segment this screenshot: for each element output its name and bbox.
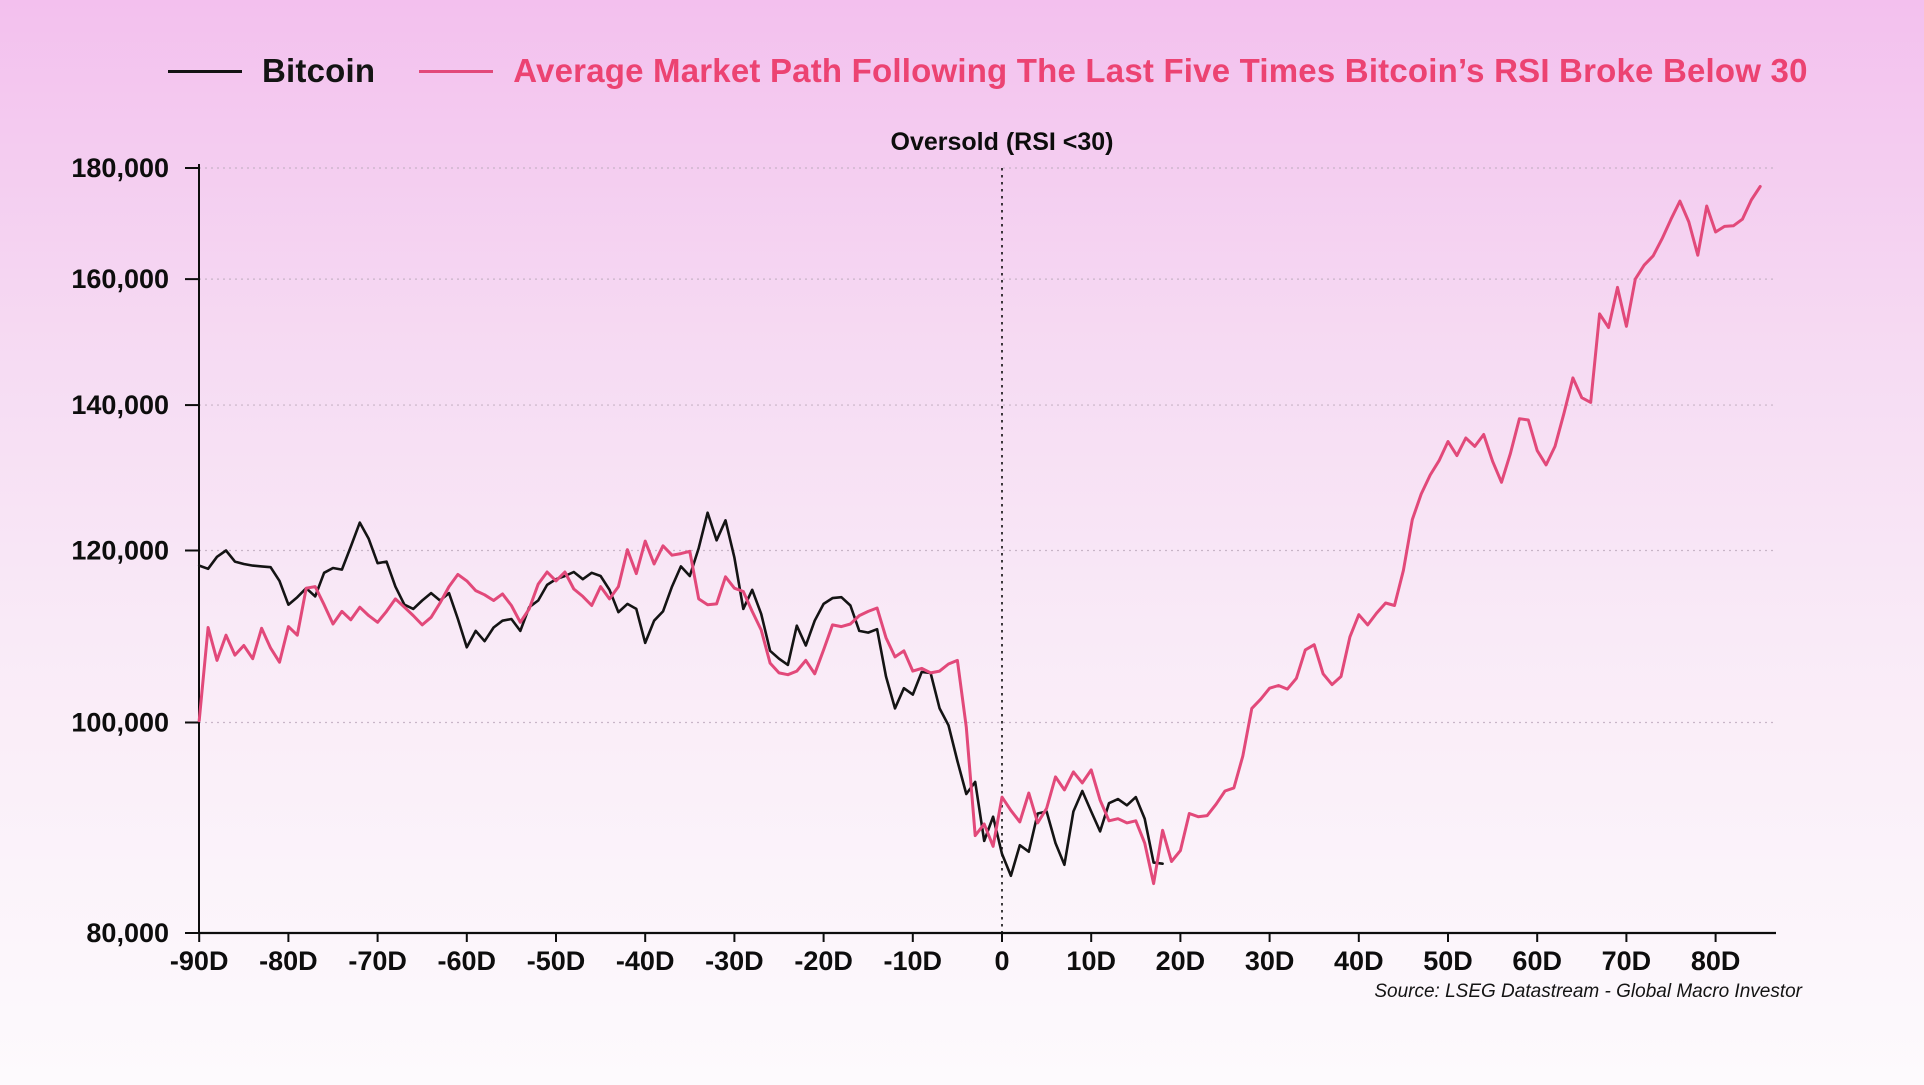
y-tick-label: 160,000: [71, 264, 169, 294]
chart-legend: Bitcoin Average Market Path Following Th…: [168, 52, 1852, 90]
x-tick-label: 30D: [1245, 946, 1295, 976]
legend-item-bitcoin: Bitcoin: [168, 52, 375, 90]
x-tick-label: -50D: [527, 946, 586, 976]
x-tick-label: 40D: [1334, 946, 1384, 976]
y-tick-label: 140,000: [71, 390, 169, 420]
x-tick-label: 0: [994, 946, 1009, 976]
x-tick-label: 70D: [1602, 946, 1652, 976]
x-tick-label: -70D: [348, 946, 407, 976]
y-tick-label: 120,000: [71, 536, 169, 566]
average-line-swatch: [419, 69, 494, 73]
x-tick-label: -60D: [438, 946, 497, 976]
x-tick-label: -90D: [170, 946, 229, 976]
average-legend-label: Average Market Path Following The Last F…: [513, 52, 1808, 89]
x-tick-label: 50D: [1423, 946, 1473, 976]
y-tick-label: 80,000: [86, 918, 169, 948]
y-tick-label: 180,000: [71, 153, 169, 183]
bitcoin-legend-label: Bitcoin: [262, 52, 376, 89]
x-tick-label: -10D: [884, 946, 943, 976]
bitcoin-price-line: [197, 511, 1164, 878]
x-tick-label: -30D: [705, 946, 764, 976]
oversold-annotation: Oversold (RSI <30): [890, 128, 1114, 156]
x-tick-label: 10D: [1066, 946, 1116, 976]
x-tick-label: -40D: [616, 946, 675, 976]
x-tick-label: -20D: [794, 946, 853, 976]
legend-item-average: Average Market Path Following The Last F…: [419, 52, 1807, 90]
bitcoin-line-swatch: [168, 69, 242, 73]
x-tick-label: 20D: [1156, 946, 1206, 976]
average-market-path-line: [197, 185, 1762, 886]
x-tick-label: 60D: [1512, 946, 1562, 976]
y-tick-label: 100,000: [71, 707, 169, 737]
x-tick-label: 80D: [1691, 946, 1741, 976]
source-credit: Source: LSEG Datastream - Global Macro I…: [1374, 981, 1802, 1002]
x-tick-label: -80D: [259, 946, 318, 976]
